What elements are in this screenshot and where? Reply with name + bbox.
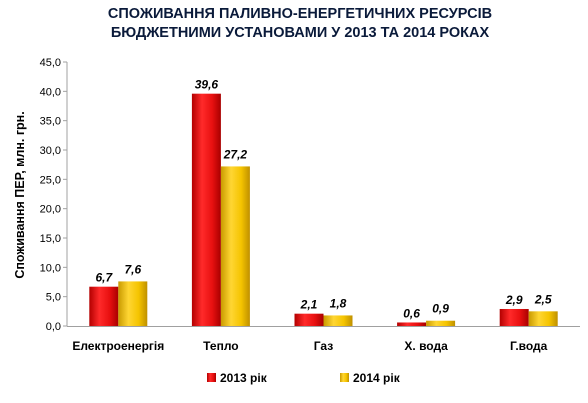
y-tick-label: 15,0 [40,233,61,245]
y-tick-label: 30,0 [40,145,61,157]
data-label-2014-1: 27,2 [223,147,248,161]
chart-title-line-2: БЮДЖЕТНИМИ УСТАНОВАМИ У 2013 ТА 2014 РОК… [111,25,490,41]
y-tick-label: 40,0 [40,86,61,98]
y-tick-label: 25,0 [40,174,61,186]
data-label-2014-4: 2,5 [534,292,552,306]
bar-2014-0 [118,281,148,326]
legend-swatch-2014 [340,373,349,382]
y-axis-label: Споживання ПЕР, млн. грн. [13,111,27,278]
data-label-2013-2: 2,1 [300,298,318,312]
data-label-2014-2: 1,8 [330,296,347,310]
category-label-2: Газ [314,339,333,353]
y-tick-label: 45,0 [40,57,61,69]
y-tick-label: 20,0 [40,204,61,216]
bar-2014-4 [528,311,558,326]
data-labels: 6,7 7,6 39,6 27,2 2,1 1,8 0,6 0,9 2,9 2,5 [95,78,551,321]
bar-2013-2 [294,313,324,326]
bars [89,93,558,327]
legend-swatch-2013 [207,373,216,382]
category-label-3: Х. вода [404,339,448,353]
y-tick-label: 5,0 [46,292,61,304]
data-label-2014-0: 7,6 [124,262,141,276]
y-tick-label: 10,0 [40,262,61,274]
bar-2013-4 [499,308,529,326]
bar-2013-3 [397,322,427,326]
bar-2014-2 [323,315,353,326]
data-label-2014-3: 0,9 [432,302,449,316]
legend-label-2013: 2013 рік [220,371,268,385]
category-label-1: Тепло [203,339,238,353]
data-label-2013-1: 39,6 [195,78,219,92]
legend: 2013 рік 2014 рік [207,371,401,385]
y-axis: 0,0 5,0 10,0 15,0 20,0 25,0 30,0 35,0 40,0 45,0 [40,57,67,333]
legend-label-2014: 2014 рік [353,371,401,385]
category-label-4: Г.вода [510,339,548,353]
bar-2013-0 [89,286,119,326]
data-label-2013-3: 0,6 [403,306,420,320]
chart-title-line-1: СПОЖИВАННЯ ПАЛИВНО-ЕНЕРГЕТИЧНИХ РЕСУРСІВ [108,6,492,22]
category-labels: Електроенергія Тепло Газ Х. вода Г.вода [72,339,547,353]
y-tick-label: 35,0 [40,116,61,128]
bar-2014-1 [220,166,250,326]
y-tick-label: 0,0 [46,321,61,333]
bar-2013-1 [191,93,221,327]
category-label-0: Електроенергія [72,339,164,353]
data-label-2013-0: 6,7 [95,271,113,285]
bar-2014-3 [426,320,456,326]
data-label-2013-4: 2,9 [505,293,523,307]
